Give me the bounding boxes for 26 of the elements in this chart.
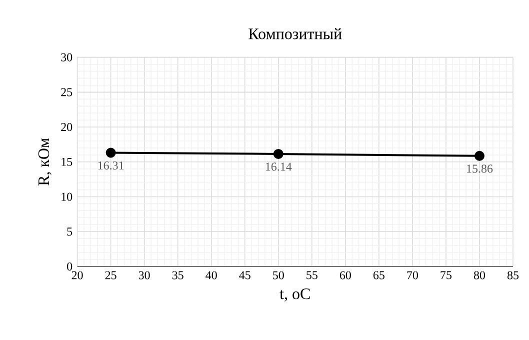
x-tick-label: 50 xyxy=(273,271,284,280)
y-tick-label: 0 xyxy=(67,262,72,271)
chart-title: Композитный xyxy=(248,28,342,40)
x-tick-label: 35 xyxy=(172,271,184,280)
y-tick-label: 15 xyxy=(62,158,72,166)
y-tick-label: 20 xyxy=(61,123,72,132)
y-tick-label: 30 xyxy=(61,53,72,62)
x-tick-label: 85 xyxy=(507,271,519,280)
y-tick-label: 5 xyxy=(67,228,72,236)
x-tick-label: 45 xyxy=(239,271,250,280)
x-tick-label: 65 xyxy=(373,271,384,280)
data-label: 16.14 xyxy=(266,162,292,171)
data-label: 16.31 xyxy=(98,162,124,170)
y-tick-label: 10 xyxy=(62,192,72,201)
x-tick-label: 70 xyxy=(407,271,418,280)
x-tick-label: 80 xyxy=(474,271,486,280)
x-tick-label: 55 xyxy=(306,271,318,280)
x-axis-title: t, oC xyxy=(280,288,310,302)
y-axis-title: R, кОм xyxy=(38,138,52,186)
x-tick-label: 40 xyxy=(206,271,217,280)
y-tick-label: 25 xyxy=(61,88,72,96)
data-label: 15.86 xyxy=(467,164,493,173)
x-tick-label: 25 xyxy=(105,271,116,280)
x-tick-label: 60 xyxy=(340,271,351,280)
x-tick-label: 30 xyxy=(138,271,150,280)
x-tick-label: 75 xyxy=(440,271,452,280)
